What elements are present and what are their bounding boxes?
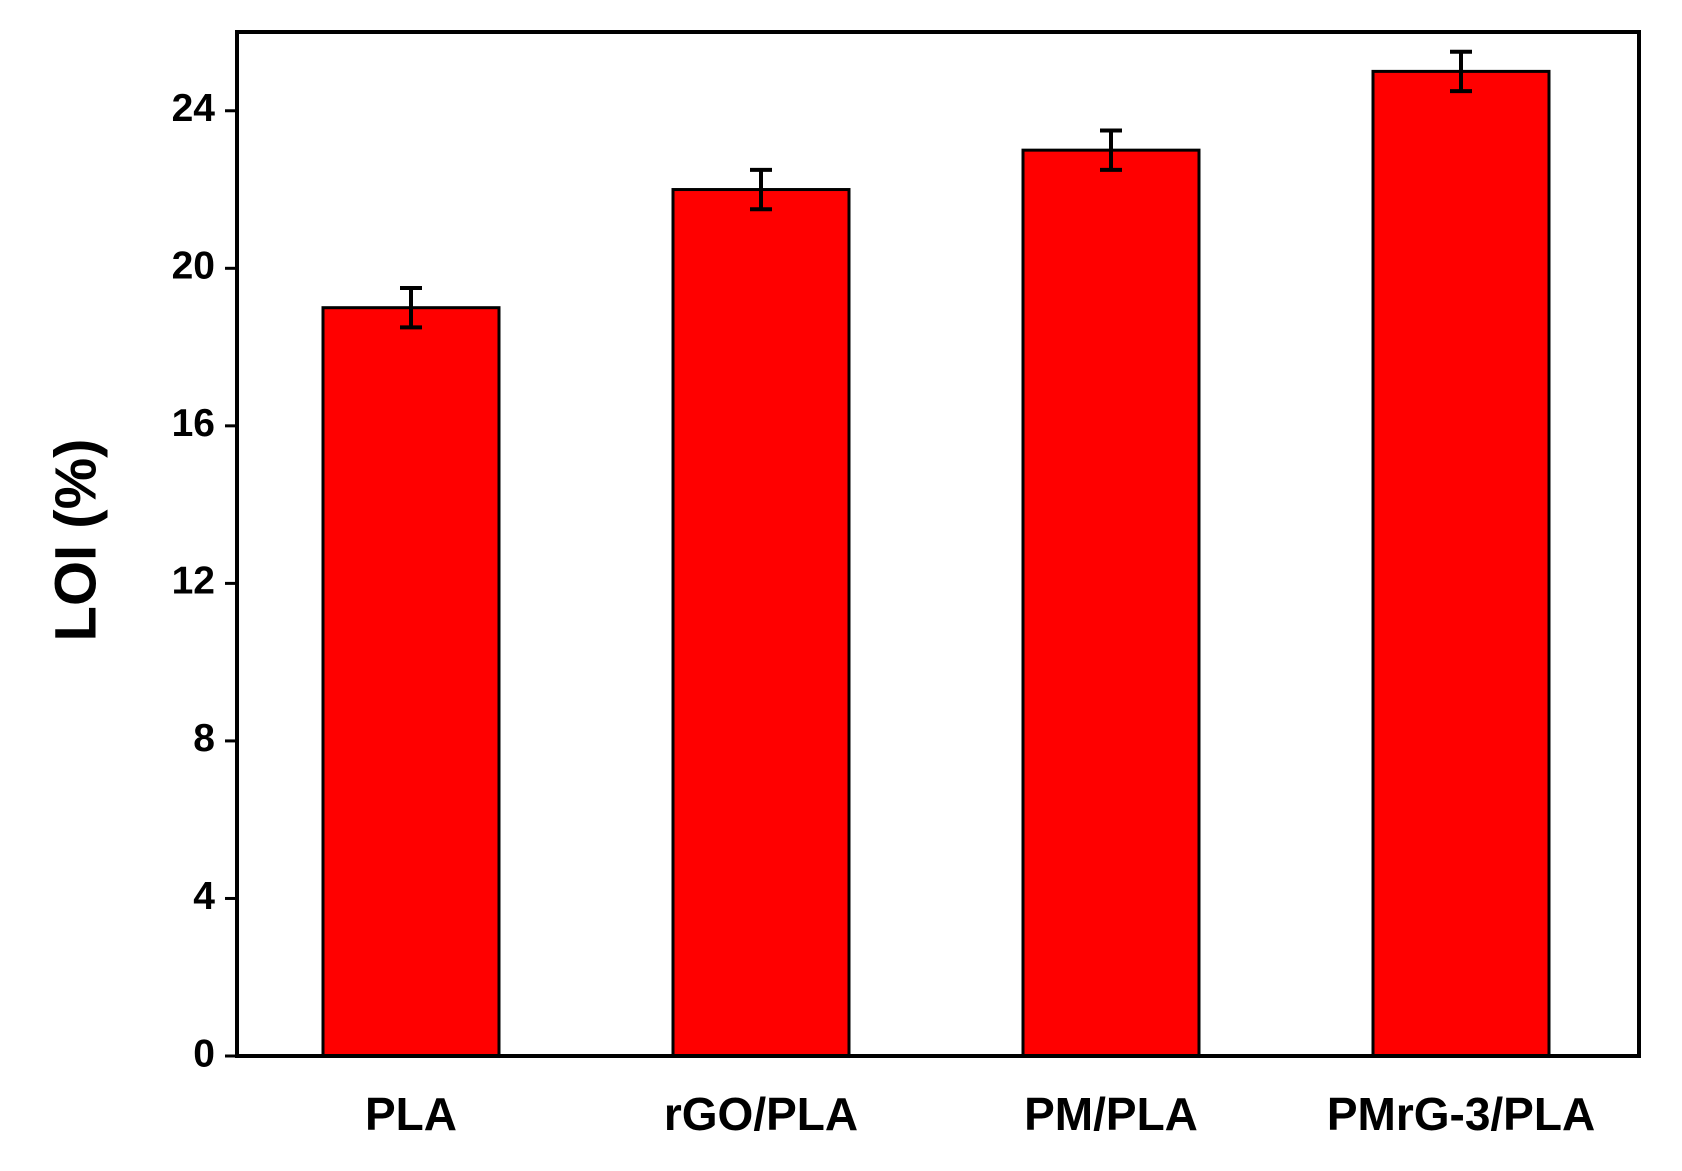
- bar: [1371, 69, 1551, 1058]
- error-bar: [750, 167, 772, 212]
- y-tick-label: 8: [193, 717, 215, 760]
- bar: [1021, 148, 1201, 1058]
- y-tick-label: 12: [172, 560, 215, 603]
- y-tick-label: 4: [193, 875, 215, 918]
- x-tick-label: PLA: [365, 1088, 457, 1140]
- error-bar: [1450, 49, 1472, 94]
- bar: [321, 306, 501, 1058]
- plot-frame: [235, 30, 1641, 1058]
- y-tick-label: 0: [193, 1032, 215, 1075]
- bar: [671, 188, 851, 1058]
- y-tick-label: 24: [172, 87, 216, 130]
- x-tick-label: rGO/PLA: [664, 1088, 858, 1140]
- y-tick-label: 20: [172, 245, 215, 288]
- x-tick-label: PMrG-3/PLA: [1327, 1088, 1595, 1140]
- error-bar: [1100, 128, 1122, 172]
- error-bar: [400, 286, 422, 330]
- x-tick-label: PM/PLA: [1024, 1088, 1198, 1140]
- y-axis-label: LOI (%): [43, 439, 108, 642]
- y-tick-label: 16: [172, 402, 215, 445]
